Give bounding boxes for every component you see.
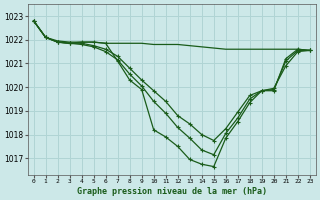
X-axis label: Graphe pression niveau de la mer (hPa): Graphe pression niveau de la mer (hPa) [77,187,267,196]
